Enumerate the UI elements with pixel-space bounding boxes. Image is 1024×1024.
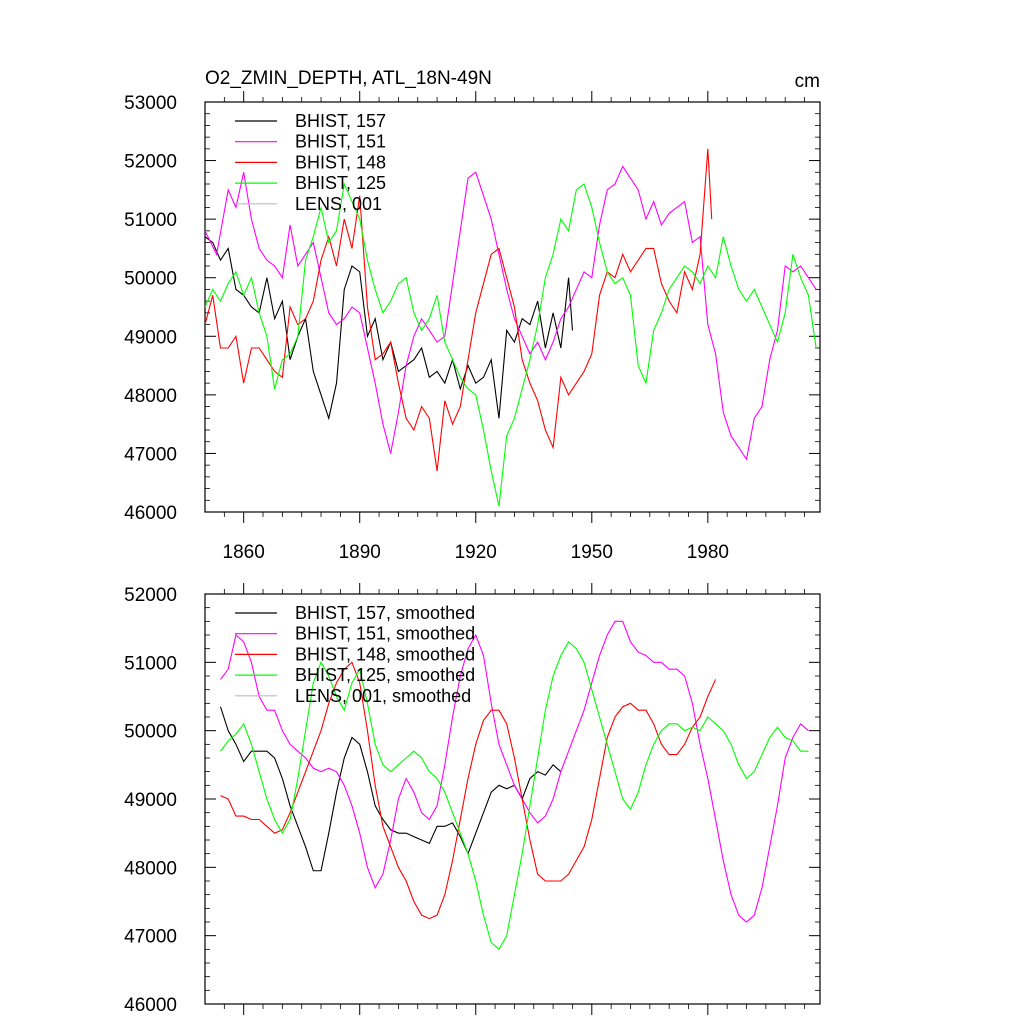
y-tick-label: 51000 [124,210,177,231]
top-panel: 46000 47000 48000 49000 50000 51000 52000 53000… [124,91,821,563]
legend-label: BHIST, 125, smoothed [295,665,475,685]
legend-label: BHIST, 157, smoothed [295,603,475,623]
series-line-2 [220,661,717,920]
legend-label: BHIST, 157 [295,111,386,131]
legend-label: BHIST, 125 [295,173,386,193]
legend-label: BHIST, 148 [295,152,386,172]
x-tick-label: 1890 [339,542,381,563]
bottom-panel: 46000 47000 48000 49000 50000 51000 52000 BHIST… [124,583,821,1016]
legend-label: LENS, 001 [295,194,382,214]
y-tick-label: 48000 [124,858,177,879]
series-line-2 [205,148,713,472]
y-tick-label: 49000 [124,790,177,811]
y-tick-label: 53000 [124,93,177,114]
legend-label: BHIST, 151 [295,132,386,152]
chart-title: O2_ZMIN_DEPTH, ATL_18N-49N [205,68,492,89]
units-label: cm [795,71,820,92]
y-tick-label: 51000 [124,653,177,674]
y-tick-label: 47000 [124,927,177,948]
series-line-3 [220,640,809,951]
y-tick-label: 52000 [124,585,177,606]
series-line-1 [205,165,817,461]
x-tick-label: 1980 [687,542,729,563]
y-tick-label: 46000 [124,995,177,1016]
x-tick-label: 1920 [455,542,497,563]
y-tick-label: 47000 [124,444,177,465]
legend-label: LENS, 001, smoothed [295,686,471,706]
y-tick-label: 48000 [124,386,177,407]
legend-label: BHIST, 148, smoothed [295,644,475,664]
legend-label: BHIST, 151, smoothed [295,624,475,644]
y-tick-label: 46000 [124,503,177,524]
y-tick-label: 50000 [124,269,177,290]
series-line-0 [219,706,562,872]
series-line-3 [205,182,817,507]
x-tick-label: 1860 [223,542,265,563]
y-tick-label: 50000 [124,722,177,743]
y-tick-label: 52000 [124,152,177,173]
x-tick-label: 1950 [571,542,613,563]
y-tick-label: 49000 [124,327,177,348]
series-line-1 [220,620,809,923]
